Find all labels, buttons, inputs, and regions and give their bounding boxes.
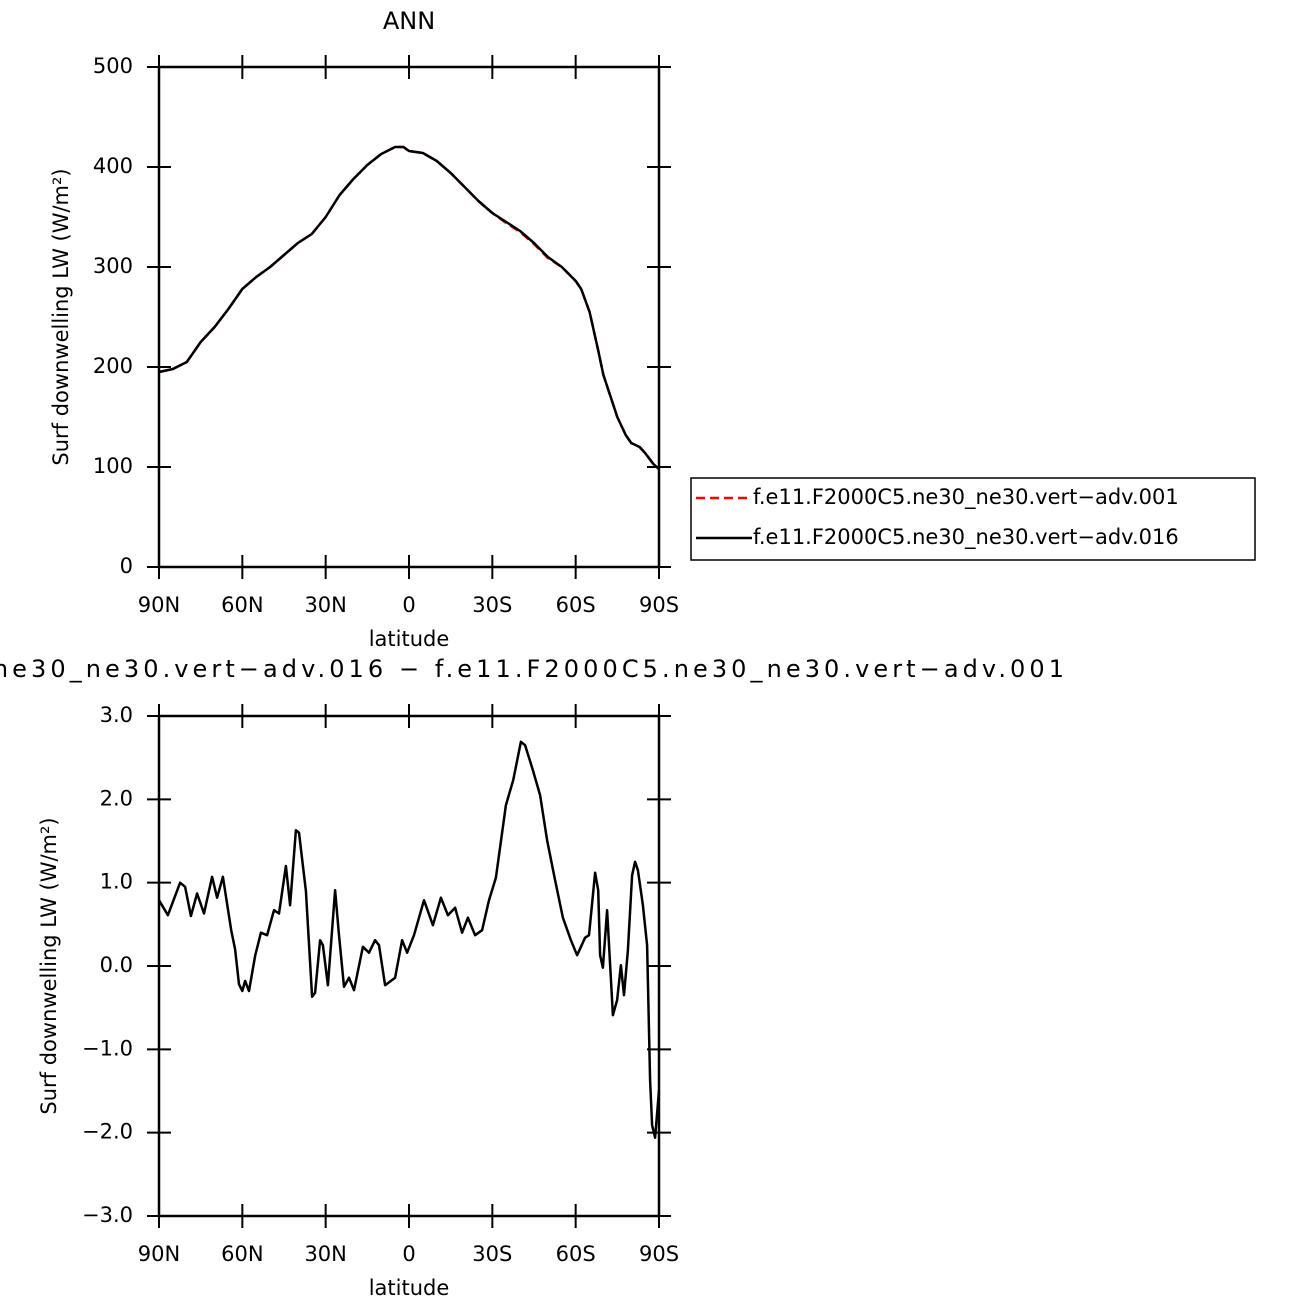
x-tick-label: 90S <box>639 1242 679 1266</box>
x-tick-label: 90S <box>639 593 679 617</box>
chart-title: f.e11.F2000C5.ne30_ne30.vert−adv.016 − f… <box>0 655 1064 683</box>
x-tick-label: 60S <box>556 593 596 617</box>
y-tick-label: −1.0 <box>82 1036 133 1060</box>
x-tick-label: 30N <box>304 593 346 617</box>
y-axis-label: Surf downwelling LW (W/m²) <box>37 817 61 1114</box>
legend-label: f.e11.F2000C5.ne30_ne30.vert−adv.016 <box>753 525 1179 550</box>
y-tick-label: 0.0 <box>100 953 133 977</box>
x-tick-label: 30S <box>472 593 512 617</box>
x-tick-label: 60N <box>221 593 263 617</box>
y-tick-label: 100 <box>93 454 133 478</box>
x-tick-label: 30S <box>472 1242 512 1266</box>
y-tick-label: −2.0 <box>82 1120 133 1144</box>
x-tick-label: 30N <box>304 1242 346 1266</box>
y-axis-label: Surf downwelling LW (W/m²) <box>49 168 73 465</box>
chart-title: ANN <box>383 7 435 35</box>
x-tick-label: 60S <box>556 1242 596 1266</box>
legend-label: f.e11.F2000C5.ne30_ne30.vert−adv.001 <box>753 485 1179 510</box>
y-tick-label: 3.0 <box>100 703 133 727</box>
legend-box <box>690 477 1256 561</box>
x-tick-label: 0 <box>402 1242 415 1266</box>
data-line <box>157 740 661 1139</box>
x-tick-label: 0 <box>402 593 415 617</box>
y-tick-label: 500 <box>93 54 133 78</box>
y-tick-label: −3.0 <box>82 1203 133 1227</box>
y-tick-label: 1.0 <box>100 870 133 894</box>
y-tick-label: 400 <box>93 154 133 178</box>
y-tick-label: 0 <box>120 554 133 578</box>
x-axis-label: latitude <box>369 1276 450 1300</box>
data-line <box>158 145 660 470</box>
y-tick-label: 2.0 <box>100 786 133 810</box>
x-tick-label: 90N <box>138 593 180 617</box>
y-tick-label: 200 <box>93 354 133 378</box>
x-tick-label: 60N <box>221 1242 263 1266</box>
x-axis-label: latitude <box>369 627 450 651</box>
plot-frame <box>157 65 661 569</box>
x-tick-label: 90N <box>138 1242 180 1266</box>
data-line <box>158 145 660 470</box>
plot-frame <box>157 714 661 1218</box>
y-tick-label: 300 <box>93 254 133 278</box>
